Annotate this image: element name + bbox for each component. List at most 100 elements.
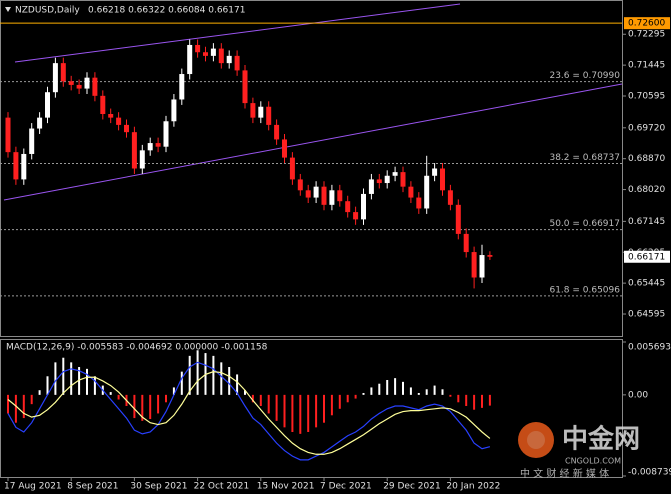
histogram-bar xyxy=(188,355,191,395)
histogram-bar xyxy=(449,394,452,397)
histogram-bar xyxy=(220,362,223,395)
y-tick-label: 0.69720 xyxy=(628,123,665,133)
channel-line xyxy=(14,3,461,63)
candle-body xyxy=(29,128,35,154)
histogram-bar xyxy=(370,387,373,395)
y-tick-label: 0.68870 xyxy=(628,154,665,164)
histogram-bar xyxy=(338,394,341,409)
indicator-line xyxy=(7,361,491,461)
last-price-box xyxy=(624,250,670,263)
candle-body xyxy=(424,175,430,209)
histogram-bar xyxy=(354,394,357,399)
candle-body xyxy=(487,255,493,257)
histogram-bar xyxy=(180,371,183,395)
histogram-bar xyxy=(141,394,144,421)
macd-panel-border xyxy=(0,339,623,478)
histogram-bar xyxy=(409,387,412,395)
histogram-bar xyxy=(259,394,262,407)
histogram-bar xyxy=(86,368,88,395)
candle-body xyxy=(376,179,382,184)
candle-body xyxy=(321,186,327,205)
histogram-bar xyxy=(315,394,318,428)
histogram-bar xyxy=(433,385,436,395)
histogram-bar xyxy=(275,394,278,421)
x-tick-label: 7 Dec 2021 xyxy=(320,482,372,492)
candle-body xyxy=(100,95,106,114)
histogram-bar xyxy=(251,394,254,403)
candle-body xyxy=(266,106,272,125)
y-tick-label: 0.005693 xyxy=(628,343,671,353)
candle-body xyxy=(60,63,66,82)
candle-body xyxy=(353,212,359,220)
candle-body xyxy=(258,106,264,118)
histogram-bar xyxy=(362,393,365,395)
candle-body xyxy=(471,252,477,278)
histogram-bar xyxy=(473,394,476,410)
histogram-bar xyxy=(441,389,444,395)
histogram-bar xyxy=(291,394,294,432)
histogram-bar xyxy=(62,357,65,395)
candle-body xyxy=(131,132,137,169)
histogram-bar xyxy=(307,394,310,432)
histogram-bar xyxy=(14,394,17,423)
symbol-title: NZDUSD,Daily xyxy=(15,6,80,16)
candle-body xyxy=(116,117,122,125)
x-tick-label: 22 Oct 2021 xyxy=(194,482,250,492)
histogram-bar xyxy=(22,394,25,419)
histogram-bar xyxy=(283,394,286,428)
histogram-bar xyxy=(299,394,302,434)
candle-body xyxy=(234,55,240,71)
histogram-bar xyxy=(386,380,389,395)
candle-body xyxy=(440,168,445,191)
candle-body xyxy=(463,233,469,253)
candle-body xyxy=(274,124,280,140)
y-tick-label: -0.008739 xyxy=(628,468,671,478)
candle-body xyxy=(52,63,58,93)
histogram-bar xyxy=(165,394,167,403)
histogram-bar xyxy=(212,355,215,395)
candle-body xyxy=(179,74,185,100)
y-tick-label: 0.72295 xyxy=(628,30,665,40)
y-tick-label: 0.70595 xyxy=(628,92,665,102)
histogram-bar xyxy=(228,367,231,395)
candle-body xyxy=(187,44,193,75)
candle-body xyxy=(37,117,43,129)
candle-body xyxy=(210,48,216,56)
candle-body xyxy=(408,186,414,198)
histogram-bar xyxy=(70,362,73,395)
histogram-bar xyxy=(481,394,483,408)
histogram-bar xyxy=(93,376,96,395)
histogram-bar xyxy=(196,350,199,395)
candle-body xyxy=(203,52,208,56)
histogram-bar xyxy=(267,394,270,414)
histogram-bar xyxy=(244,390,246,395)
watermark-slogan: 中 文 财 经 新 媒 体 xyxy=(520,467,609,480)
last-price-label: 0.66171 xyxy=(628,252,665,262)
y-tick-label: 0.00 xyxy=(628,390,648,400)
candle-body xyxy=(305,190,311,198)
histogram-bar xyxy=(378,383,381,395)
histogram-bar xyxy=(133,394,136,419)
histogram-bar xyxy=(330,394,333,416)
candle-body xyxy=(92,77,98,96)
channel-line xyxy=(3,83,623,201)
candle-body xyxy=(329,190,335,205)
histogram-bar xyxy=(488,394,491,406)
histogram-bar xyxy=(425,389,428,395)
highlight-box xyxy=(624,17,670,30)
highlight-label: 0.72600 xyxy=(628,19,665,29)
histogram-bar xyxy=(323,394,325,423)
candle-body xyxy=(226,55,232,64)
x-tick-label: 20 Jan 2022 xyxy=(446,482,500,492)
y-tick-label: 0.67145 xyxy=(628,217,665,227)
fib-label: 50.0 = 0.66917 xyxy=(549,219,620,229)
menu-icon[interactable] xyxy=(5,7,11,12)
watermark-site: CNGOLD.COM xyxy=(565,457,621,466)
main-panel-border xyxy=(0,0,623,337)
candle-body xyxy=(455,204,461,234)
indicator-line xyxy=(7,371,491,455)
candle-body xyxy=(147,143,153,151)
candle-body xyxy=(416,197,422,209)
candle-body xyxy=(282,139,287,158)
